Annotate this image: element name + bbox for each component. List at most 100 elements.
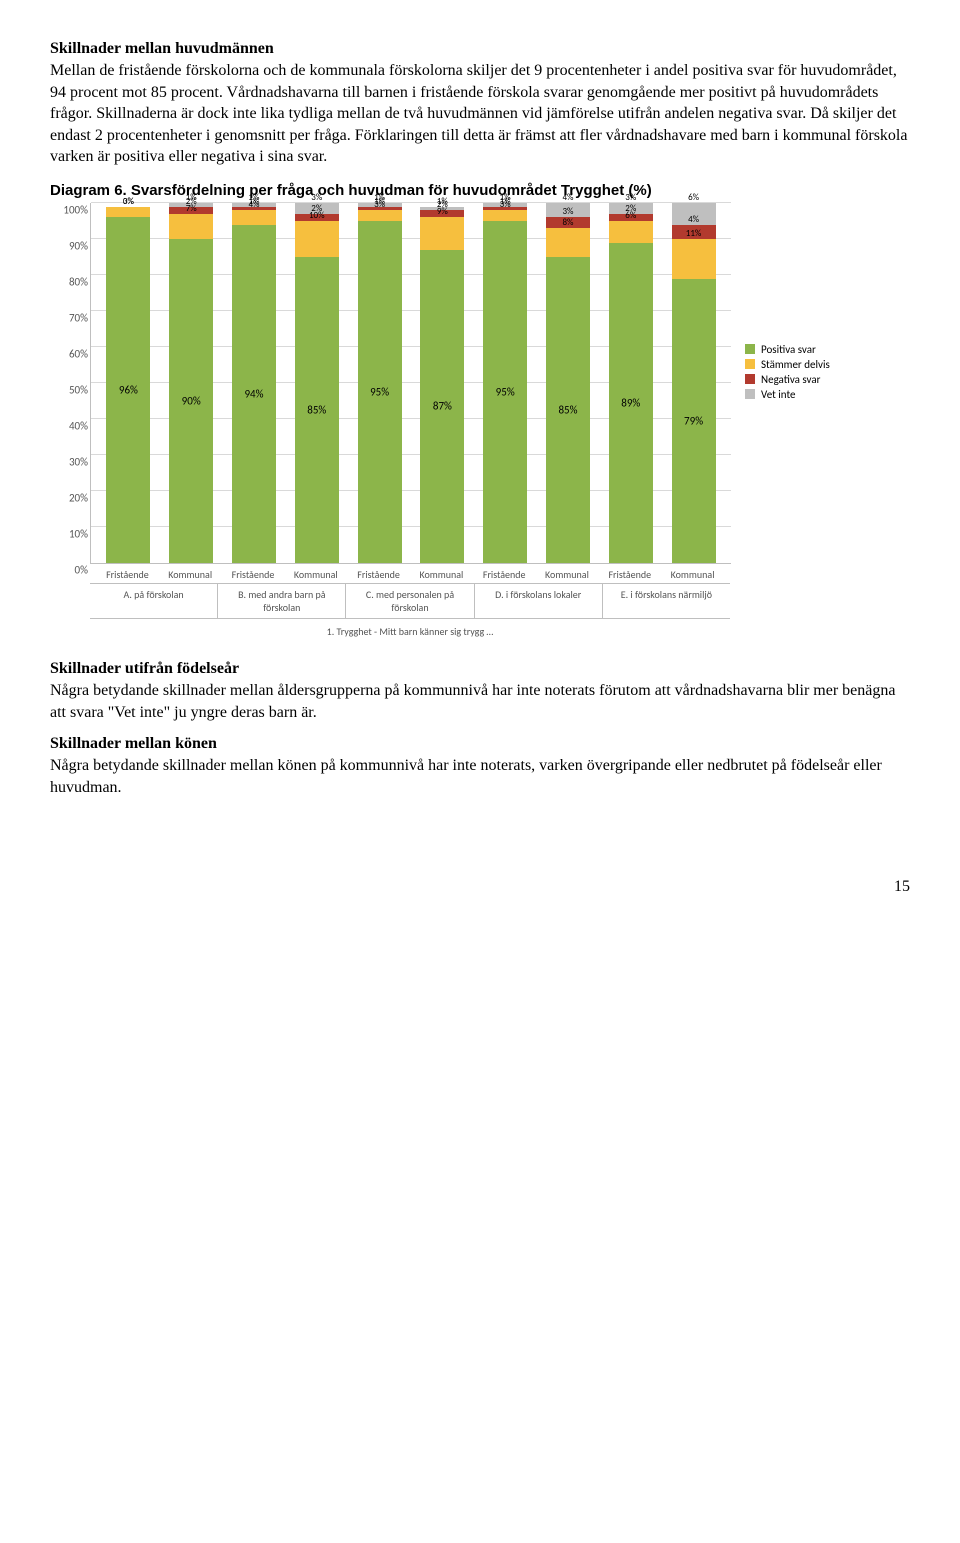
y-tick-label: 0% — [75, 563, 88, 576]
bar-segment-positiva: 94% — [232, 225, 276, 563]
bar-segment-positiva: 79% — [672, 279, 716, 563]
x-axis: Fristående Kommunal Fristående Kommunal Fris… — [90, 564, 730, 644]
x-sub-label: Kommunal — [419, 568, 463, 581]
legend-item: Vet inte — [745, 388, 830, 401]
bar-column: 1%1%3%95% — [483, 203, 527, 563]
bar-segment-delvis: 3% — [106, 207, 150, 218]
x-group-label: C. med personalen på förskolan — [345, 584, 473, 618]
bar-segment-delvis: 8% — [546, 228, 590, 257]
bar-segment-delvis: 3% — [483, 210, 527, 221]
bar-segment-delvis: 4% — [232, 210, 276, 224]
bar-value-label: 4% — [248, 200, 259, 209]
legend-swatch — [745, 389, 755, 399]
chart-super-label: 1. Trygghet - Mitt barn känner sig trygg… — [90, 618, 730, 644]
bar-segment-delvis: 10% — [295, 221, 339, 257]
y-tick-label: 50% — [69, 383, 88, 396]
x-sub-label: Fristående — [231, 568, 275, 581]
bar-value-label: 6% — [625, 211, 636, 220]
x-sub-label: Kommunal — [168, 568, 212, 581]
x-sub-label: Kommunal — [545, 568, 589, 581]
bar-value-label: 10% — [309, 211, 325, 220]
bar-value-label: 3% — [625, 193, 636, 202]
bar-segment-positiva: 95% — [483, 221, 527, 563]
bar-segment-positiva: 87% — [420, 250, 464, 563]
bar-segment-delvis: 9% — [420, 217, 464, 249]
x-sub-label: Fristående — [608, 568, 652, 581]
y-tick-label: 20% — [69, 491, 88, 504]
legend-label: Stämmer delvis — [761, 358, 830, 371]
bar-segment-positiva: 96% — [106, 217, 150, 563]
bar-segment-positiva: 90% — [169, 239, 213, 563]
bar-value-label: 3% — [500, 200, 511, 209]
bar-column: 1%2%9%87% — [420, 203, 464, 563]
y-tick-label: 80% — [69, 275, 88, 288]
legend-label: Vet inte — [761, 388, 796, 401]
bar-segment-positiva: 89% — [609, 243, 653, 563]
bar-value-label: 95% — [496, 386, 515, 397]
bar-value-label: 87% — [433, 401, 452, 412]
bar-value-label: 3% — [562, 207, 573, 216]
bar-value-label: 4% — [562, 193, 573, 202]
y-tick-label: 10% — [69, 527, 88, 540]
bar-value-label: 3% — [123, 197, 134, 206]
bar-value-label: 9% — [437, 207, 448, 216]
bar-value-label: 95% — [370, 386, 389, 397]
section2-heading: Skillnader utifrån födelseår — [50, 660, 910, 678]
section3-heading: Skillnader mellan könen — [50, 735, 910, 753]
y-tick-label: 100% — [63, 203, 88, 216]
legend-label: Negativa svar — [761, 373, 820, 386]
y-tick-label: 30% — [69, 455, 88, 468]
bar-value-label: 3% — [311, 193, 322, 202]
bar-value-label: 85% — [307, 404, 326, 415]
bar-segment-delvis: 6% — [609, 221, 653, 243]
x-group-label: B. med andra barn på förskolan — [217, 584, 345, 618]
x-sub-label: Fristående — [105, 568, 149, 581]
x-group-label: D. i förskolans lokaler — [474, 584, 602, 618]
legend-swatch — [745, 374, 755, 384]
bar-segment-positiva: 95% — [358, 221, 402, 563]
section1-body: Mellan de fristående förskolorna och de … — [50, 60, 910, 168]
legend-item: Positiva svar — [745, 343, 830, 356]
bar-segment-delvis: 7% — [169, 214, 213, 239]
bar-segment-positiva: 85% — [546, 257, 590, 563]
legend-swatch — [745, 359, 755, 369]
bar-column: 1%1%4%94% — [232, 203, 276, 563]
bar-value-label: 79% — [684, 415, 703, 426]
section1-heading: Skillnader mellan huvudmännen — [50, 40, 910, 58]
x-group-label: E. i förskolans närmiljö — [602, 584, 730, 618]
bar-column: 1%1%3%95% — [358, 203, 402, 563]
bar-column: 3%2%6%89% — [609, 203, 653, 563]
bar-value-label: 96% — [119, 385, 138, 396]
bar-column: 1%2%7%90% — [169, 203, 213, 563]
chart-container: 0%10%20%30%40%50%60%70%80%90%100% 0%3%96… — [50, 203, 910, 644]
bar-segment-delvis: 3% — [358, 210, 402, 221]
bar-value-label: 4% — [688, 215, 699, 224]
bar-value-label: 3% — [374, 200, 385, 209]
bar-value-label: 7% — [186, 204, 197, 213]
x-sub-label: Fristående — [482, 568, 526, 581]
legend-item: Negativa svar — [745, 373, 830, 386]
chart-legend: Positiva svar Stämmer delvis Negativa svar… — [745, 343, 830, 403]
chart-title: Diagram 6. Svarsfördelning per fråga och… — [50, 182, 910, 199]
bar-column: 3%2%10%85% — [295, 203, 339, 563]
bar-segment-positiva: 85% — [295, 257, 339, 563]
bar-value-label: 90% — [182, 395, 201, 406]
chart-area: 0%10%20%30%40%50%60%70%80%90%100% 0%3%96… — [90, 203, 731, 564]
bar-segment-delvis: 11% — [672, 239, 716, 279]
x-sub-label: Fristående — [357, 568, 401, 581]
page-number: 15 — [50, 878, 910, 896]
x-group-label: A. på förskolan — [90, 584, 217, 618]
section3-body: Några betydande skillnader mellan könen … — [50, 755, 910, 798]
section2-body: Några betydande skillnader mellan ålders… — [50, 680, 910, 723]
x-sub-label: Kommunal — [671, 568, 715, 581]
bar-value-label: 89% — [621, 397, 640, 408]
bar-column: 4%3%8%85% — [546, 203, 590, 563]
bar-column: 6%4%11%79% — [672, 203, 716, 563]
bar-value-label: 8% — [562, 218, 573, 227]
legend-label: Positiva svar — [761, 343, 816, 356]
y-tick-label: 40% — [69, 419, 88, 432]
bar-value-label: 85% — [558, 404, 577, 415]
bar-value-label: 94% — [244, 388, 263, 399]
y-tick-label: 70% — [69, 311, 88, 324]
y-tick-label: 60% — [69, 347, 88, 360]
